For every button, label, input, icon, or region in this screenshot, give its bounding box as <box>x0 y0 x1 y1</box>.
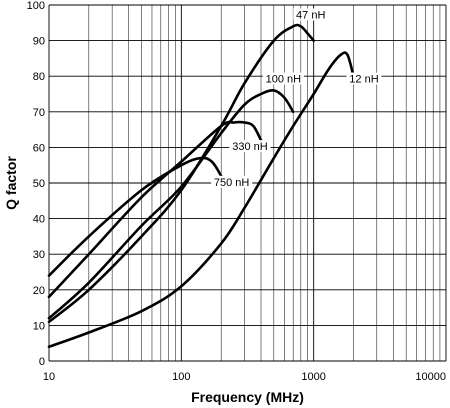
x-tick-label: 10 <box>43 371 55 383</box>
curve-labels: 47 nH 12 nH 100 nH 330 nH 750 nH <box>211 8 382 189</box>
grid <box>48 4 447 362</box>
y-tick-label: 70 <box>33 107 45 119</box>
curve-750-nh <box>47 156 223 277</box>
y-tick-label: 40 <box>33 214 45 226</box>
curve-label-background <box>262 72 304 85</box>
curve-label-background <box>346 72 382 85</box>
curve-330-nh <box>47 120 263 299</box>
curves <box>47 23 355 349</box>
y-tick-label: 20 <box>33 285 45 297</box>
curve-label-background <box>293 8 329 21</box>
x-tick-label: 100 <box>172 371 190 383</box>
curve-label-background <box>211 175 253 188</box>
y-tick-label: 10 <box>33 320 45 332</box>
y-tick-label: 90 <box>33 36 45 48</box>
x-axis-title: Frequency (MHz) <box>191 389 304 405</box>
x-tick-label: 1000 <box>301 371 325 383</box>
curve-label: 750 nH <box>214 177 250 189</box>
curve-label: 330 nH <box>232 141 268 153</box>
curve-12-nh <box>47 51 355 349</box>
y-tick-label: 30 <box>33 249 45 261</box>
y-tick-label: 60 <box>33 142 45 154</box>
y-axis-title: Q factor <box>3 156 19 210</box>
curve-47-nh <box>47 23 315 324</box>
curve-label: 12 nH <box>349 74 378 86</box>
y-tick-label: 0 <box>39 356 45 368</box>
x-tick-labels: 10 100 1000 10000 <box>43 371 446 383</box>
y-tick-label: 100 <box>27 0 45 12</box>
curve-100-nh <box>47 89 295 320</box>
y-tick-label: 80 <box>33 71 45 83</box>
curve-label: 100 nH <box>266 74 302 86</box>
y-tick-labels: 0 10 20 30 40 50 60 70 80 90 100 <box>27 0 45 368</box>
y-tick-label: 50 <box>33 178 45 190</box>
curve-label: 47 nH <box>296 9 325 21</box>
curve-label-background <box>229 140 271 153</box>
x-tick-label: 10000 <box>415 371 446 383</box>
